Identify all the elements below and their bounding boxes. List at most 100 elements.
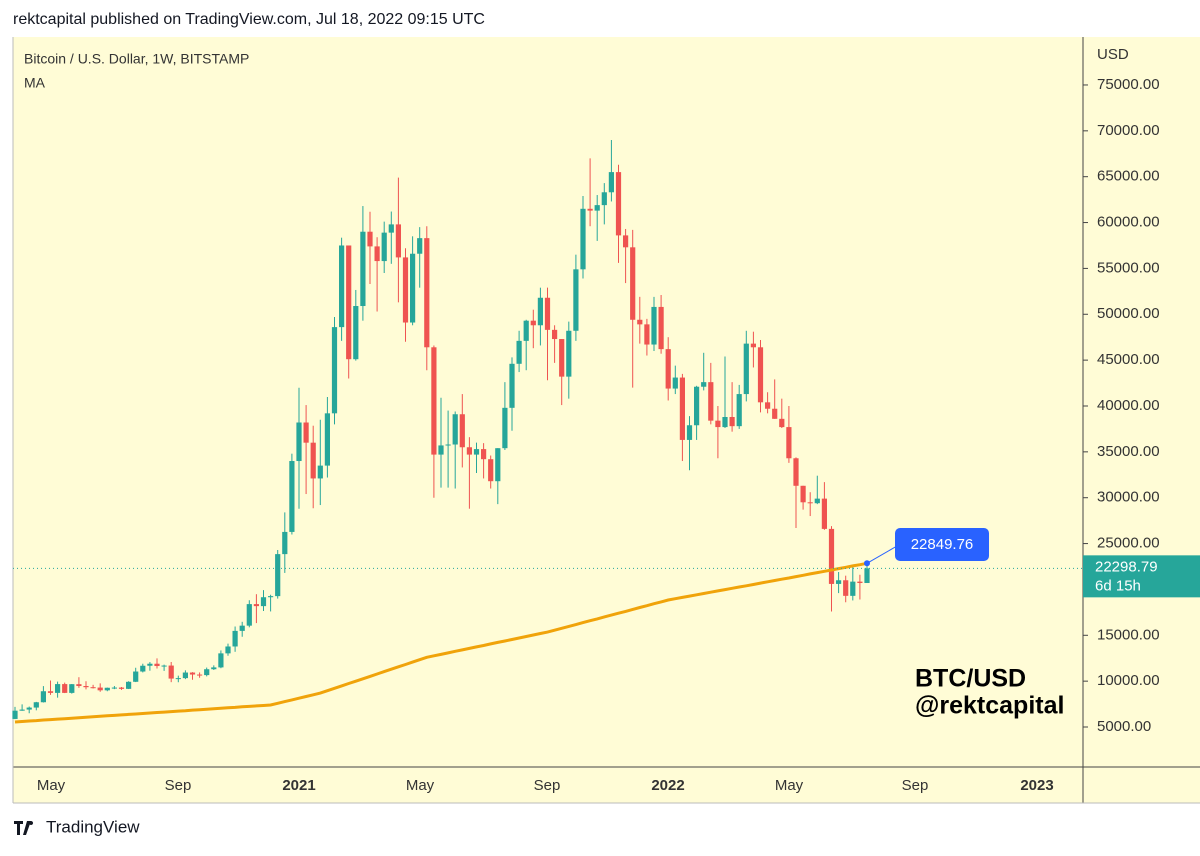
candle-body (182, 672, 188, 679)
y-tick-label: 70000.00 (1097, 122, 1160, 139)
y-tick-label: 65000.00 (1097, 168, 1160, 185)
candle-body (289, 461, 295, 532)
y-tick-label: 75000.00 (1097, 76, 1160, 93)
candle-body (679, 377, 685, 440)
candle-body (303, 422, 309, 443)
candle-body (765, 402, 771, 409)
candle-body (431, 347, 437, 455)
candle-body (445, 444, 451, 446)
candle-body (161, 665, 167, 667)
candle-body (715, 420, 721, 428)
x-tick-label: Sep (534, 777, 561, 794)
candle-body (410, 253, 416, 323)
candle-body (317, 465, 323, 479)
candle-body (133, 671, 139, 682)
chart-title: Bitcoin / U.S. Dollar, 1W, BITSTAMP (24, 51, 249, 67)
candle-body (168, 665, 174, 679)
candle-body (69, 684, 75, 693)
candle-body (282, 531, 288, 555)
candle-body (807, 502, 813, 504)
y-tick-label: 5000.00 (1097, 718, 1151, 735)
y-axis-label: USD (1097, 46, 1129, 63)
annotation: BTC/USD (915, 665, 1026, 693)
candle-body (324, 413, 330, 466)
candle-body (843, 580, 849, 596)
candle-body (523, 320, 529, 341)
candle-body (62, 684, 68, 693)
y-tick-label: 50000.00 (1097, 305, 1160, 322)
candle-body (559, 339, 565, 377)
last-price-box (1083, 555, 1200, 598)
candle-body (637, 319, 643, 325)
candle-body (424, 238, 430, 348)
candle-body (736, 394, 742, 427)
candle-body (33, 702, 39, 708)
candle-body (722, 416, 728, 428)
candle-body (672, 377, 678, 389)
candle-body (126, 681, 132, 689)
candle-body (473, 449, 480, 455)
candle-body (594, 205, 600, 211)
candle-body (601, 192, 607, 206)
x-tick-label: Sep (902, 777, 929, 794)
candle-body (55, 684, 61, 693)
candle-body (246, 604, 252, 626)
candle-body (814, 498, 820, 504)
candle-body (800, 485, 806, 503)
candle-body (694, 386, 700, 426)
candle-body (218, 653, 224, 668)
candle-body (310, 442, 316, 479)
candle-body (147, 663, 153, 666)
candle-body (47, 691, 54, 693)
candle-body (743, 343, 749, 395)
candle-body (239, 625, 245, 631)
candle-body (530, 320, 536, 326)
y-tick-label: 40000.00 (1097, 397, 1160, 414)
candle-body (189, 672, 196, 675)
candle-body (495, 448, 501, 482)
candle-body (537, 297, 543, 326)
candle-body (757, 347, 764, 403)
ma-last-point (864, 560, 870, 567)
countdown: 6d 15h (1095, 577, 1141, 594)
candle-body (374, 246, 380, 262)
candle-body (402, 257, 409, 323)
y-tick-label: 15000.00 (1097, 626, 1160, 643)
candle-body (118, 687, 125, 689)
candle-body (630, 247, 636, 320)
candle-body (708, 382, 714, 421)
x-tick-label: May (37, 777, 66, 794)
candle-body (608, 172, 614, 193)
ma-line (14, 561, 868, 724)
candle-body (395, 224, 401, 258)
candle-body (104, 687, 110, 691)
candle-body (644, 324, 650, 345)
candle-body (360, 231, 366, 307)
candle-body (821, 498, 827, 529)
candle-body (615, 172, 622, 236)
candle-body (381, 232, 387, 262)
logo-icon (14, 821, 34, 835)
x-tick-label: 2023 (1020, 777, 1053, 794)
y-tick-label: 45000.00 (1097, 351, 1160, 368)
y-tick-label: 55000.00 (1097, 259, 1160, 276)
candle-body (331, 327, 338, 414)
candle-body (459, 414, 465, 448)
candle-body (417, 238, 423, 254)
candle-body (154, 663, 160, 667)
candle-body (452, 414, 458, 445)
callout-box (895, 528, 989, 561)
candle-body (828, 528, 835, 584)
candle-body (90, 687, 96, 689)
candle-body (225, 646, 231, 654)
candle-body (857, 581, 863, 584)
candle-body (367, 231, 373, 247)
last-price-label: 22298.79 (1095, 558, 1158, 575)
candle-body (623, 235, 629, 248)
indicator-label: MA (24, 75, 46, 91)
x-tick-label: May (406, 777, 435, 794)
candle-body (580, 208, 586, 270)
y-tick-label: 25000.00 (1097, 535, 1160, 552)
y-tick-label: 60000.00 (1097, 214, 1160, 231)
